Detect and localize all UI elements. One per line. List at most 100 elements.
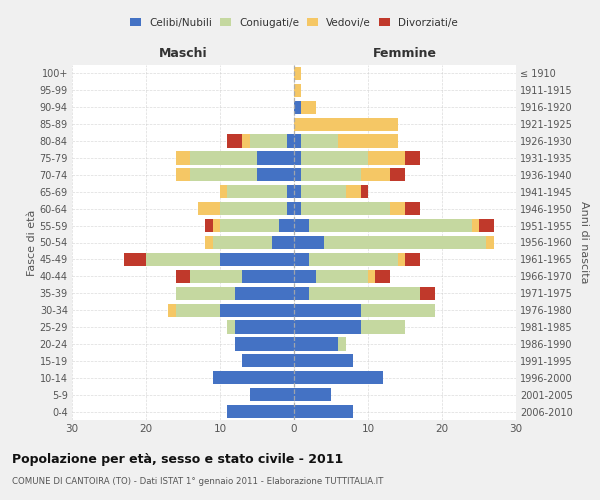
Bar: [176, 286, 235, 300]
Bar: [294, 338, 338, 350]
Bar: [294, 152, 301, 164]
Bar: [294, 371, 383, 384]
Bar: [294, 320, 361, 334]
Bar: [212, 371, 294, 384]
Y-axis label: Fasce di età: Fasce di età: [26, 210, 37, 276]
Text: COMUNE DI CANTOIRA (TO) - Dati ISTAT 1° gennaio 2011 - Elaborazione TUTTITALIA.I: COMUNE DI CANTOIRA (TO) - Dati ISTAT 1° …: [12, 478, 383, 486]
Bar: [294, 118, 398, 131]
Bar: [472, 219, 479, 232]
Bar: [220, 253, 294, 266]
Bar: [338, 134, 398, 147]
Bar: [301, 168, 361, 181]
Bar: [205, 219, 212, 232]
Bar: [390, 202, 405, 215]
Bar: [376, 270, 390, 283]
Bar: [287, 202, 294, 215]
Bar: [176, 168, 190, 181]
Bar: [301, 100, 316, 114]
Y-axis label: Anni di nascita: Anni di nascita: [578, 201, 589, 284]
Bar: [316, 270, 368, 283]
Bar: [294, 100, 301, 114]
Bar: [257, 168, 294, 181]
Bar: [294, 388, 331, 401]
Bar: [176, 152, 190, 164]
Bar: [368, 152, 405, 164]
Bar: [294, 134, 301, 147]
Bar: [390, 168, 405, 181]
Bar: [146, 253, 220, 266]
Bar: [361, 185, 368, 198]
Bar: [235, 338, 294, 350]
Bar: [220, 219, 279, 232]
Bar: [227, 134, 242, 147]
Bar: [361, 168, 390, 181]
Bar: [294, 168, 301, 181]
Bar: [279, 219, 294, 232]
Bar: [294, 236, 323, 249]
Bar: [405, 152, 420, 164]
Bar: [361, 320, 405, 334]
Bar: [405, 202, 420, 215]
Bar: [212, 219, 220, 232]
Bar: [301, 202, 390, 215]
Bar: [235, 286, 294, 300]
Bar: [479, 219, 494, 232]
Bar: [287, 134, 294, 147]
Bar: [250, 134, 287, 147]
Bar: [294, 84, 301, 97]
Bar: [176, 270, 190, 283]
Bar: [176, 304, 220, 316]
Bar: [309, 253, 398, 266]
Bar: [405, 253, 420, 266]
Bar: [294, 253, 309, 266]
Bar: [338, 338, 346, 350]
Bar: [227, 320, 235, 334]
Bar: [220, 304, 294, 316]
Text: Femmine: Femmine: [373, 47, 437, 60]
Bar: [361, 304, 434, 316]
Bar: [220, 185, 227, 198]
Bar: [227, 185, 287, 198]
Bar: [301, 152, 368, 164]
Bar: [309, 219, 472, 232]
Bar: [190, 270, 242, 283]
Bar: [398, 253, 405, 266]
Bar: [272, 236, 294, 249]
Bar: [309, 286, 420, 300]
Bar: [420, 286, 434, 300]
Bar: [242, 354, 294, 368]
Legend: Celibi/Nubili, Coniugati/e, Vedovi/e, Divorziati/e: Celibi/Nubili, Coniugati/e, Vedovi/e, Di…: [126, 14, 462, 32]
Bar: [235, 320, 294, 334]
Bar: [368, 270, 376, 283]
Bar: [294, 219, 309, 232]
Bar: [242, 270, 294, 283]
Bar: [227, 405, 294, 418]
Bar: [205, 236, 212, 249]
Bar: [220, 202, 287, 215]
Bar: [294, 304, 361, 316]
Bar: [294, 270, 316, 283]
Bar: [190, 168, 257, 181]
Bar: [301, 185, 346, 198]
Bar: [301, 134, 338, 147]
Bar: [294, 185, 301, 198]
Bar: [198, 202, 220, 215]
Bar: [294, 286, 309, 300]
Bar: [487, 236, 494, 249]
Bar: [346, 185, 361, 198]
Text: Popolazione per età, sesso e stato civile - 2011: Popolazione per età, sesso e stato civil…: [12, 452, 343, 466]
Bar: [294, 67, 301, 80]
Bar: [168, 304, 176, 316]
Bar: [250, 388, 294, 401]
Bar: [294, 405, 353, 418]
Bar: [287, 185, 294, 198]
Bar: [124, 253, 146, 266]
Bar: [294, 354, 353, 368]
Bar: [294, 202, 301, 215]
Bar: [257, 152, 294, 164]
Bar: [190, 152, 257, 164]
Bar: [242, 134, 250, 147]
Text: Maschi: Maschi: [158, 47, 208, 60]
Bar: [212, 236, 272, 249]
Bar: [323, 236, 487, 249]
